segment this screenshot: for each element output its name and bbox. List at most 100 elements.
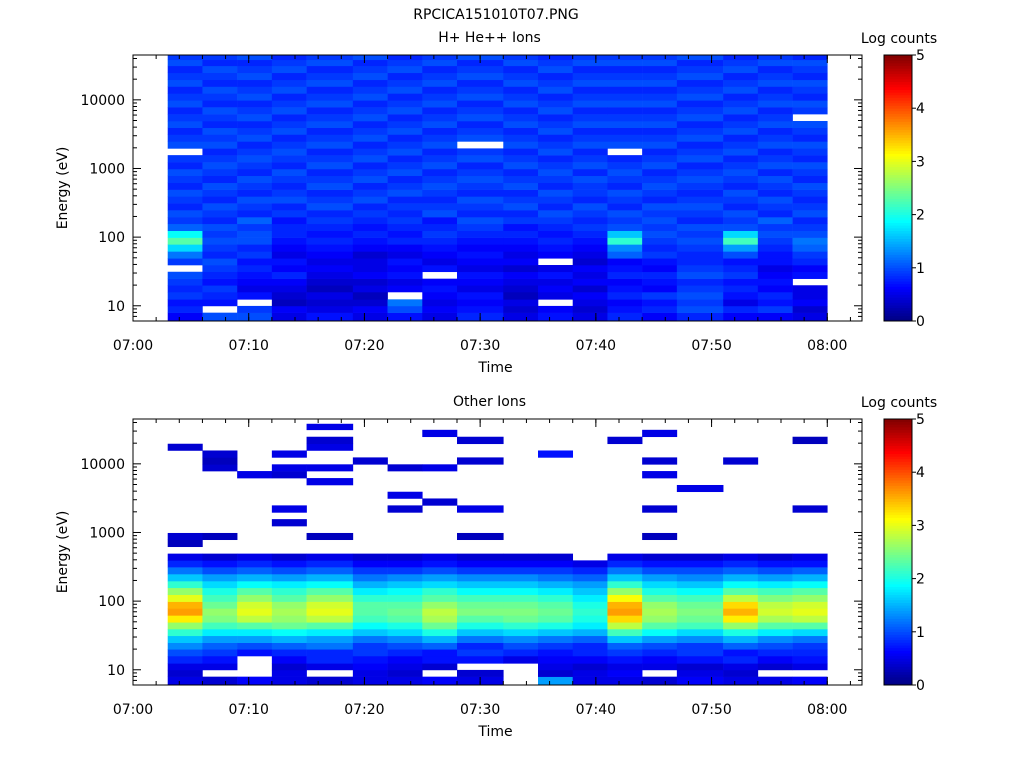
heatmap-cell [503, 93, 539, 101]
heatmap-cell [676, 265, 724, 273]
heatmap-cell [792, 581, 828, 589]
heatmap-cell [167, 312, 203, 322]
heatmap-cell [642, 114, 678, 122]
heatmap-cell [503, 100, 539, 108]
heatmap-cell [538, 148, 574, 156]
heatmap-cell [167, 155, 203, 163]
heatmap-cell [457, 505, 504, 513]
heatmap-cell [572, 251, 608, 259]
heatmap-cell [642, 429, 678, 438]
heatmap-cell [642, 65, 678, 74]
heatmap-cell [757, 285, 793, 293]
heatmap-cell [271, 553, 307, 561]
heatmap-cell [572, 291, 608, 300]
colorbar-segment [884, 541, 912, 545]
heatmap-cell [572, 587, 608, 595]
colorbar-segment [884, 650, 912, 654]
heatmap-cell [457, 251, 504, 259]
heatmap-cell [271, 676, 307, 686]
colorbar-segment [884, 169, 912, 173]
heatmap-cell [306, 663, 354, 671]
heatmap-cell [757, 567, 793, 575]
colorbar-segment [884, 639, 912, 643]
heatmap-cells [167, 55, 828, 322]
colorbar-segment [884, 302, 912, 306]
heatmap-cell [503, 629, 539, 637]
heatmap-cell [503, 155, 539, 163]
heatmap-cell [352, 203, 388, 211]
heatmap-cell [202, 93, 238, 101]
heatmap-cell [457, 305, 504, 313]
heatmap-cell [167, 65, 203, 74]
heatmap-cell [167, 107, 203, 115]
heatmap-cell [387, 127, 423, 135]
heatmap-cell [306, 642, 354, 650]
heatmap-cell [607, 175, 643, 184]
heatmap-cell [572, 175, 608, 184]
colorbar-segment [884, 278, 912, 282]
colorbar-segment [884, 182, 912, 186]
x-tick-label: 07:00 [113, 338, 153, 354]
colorbar-segment [884, 445, 912, 449]
colorbar-segment [884, 424, 912, 428]
colorbar-segment [884, 440, 912, 444]
heatmap-cell [237, 312, 273, 322]
heatmap-cell [202, 642, 238, 650]
heatmap-cell [572, 642, 608, 650]
heatmap-cell [503, 203, 539, 211]
colorbar-segment [884, 60, 912, 64]
heatmap-cell [723, 100, 759, 108]
heatmap-cell [572, 182, 608, 190]
heatmap-cell [306, 464, 354, 472]
heatmap-cell [503, 305, 539, 313]
heatmap-cell [572, 663, 608, 671]
heatmap-cell [757, 251, 793, 259]
heatmap-cell [642, 72, 678, 81]
heatmap-cell [271, 669, 307, 677]
heatmap-cell [607, 560, 643, 568]
heatmap-cell [757, 141, 793, 149]
heatmap-cell [538, 244, 574, 252]
heatmap-cell [538, 635, 574, 643]
heatmap-cell [757, 168, 793, 177]
colorbar-segment [884, 76, 912, 80]
heatmap-cell [503, 594, 539, 602]
heatmap-cell [306, 175, 354, 184]
heatmap-cell [642, 291, 678, 300]
heatmap-cell [306, 649, 354, 657]
heatmap-cell [503, 278, 539, 286]
heatmap-cell [676, 635, 724, 643]
heatmap-cell [306, 622, 354, 630]
heatmap-cell [167, 567, 203, 575]
colorbar-segment [884, 517, 912, 521]
heatmap-cell [723, 114, 759, 122]
heatmap-cell [572, 629, 608, 637]
heatmap-cell [387, 622, 423, 630]
heatmap-cell [723, 55, 759, 61]
heatmap-cell [457, 635, 504, 643]
heatmap-cell [676, 134, 724, 142]
heatmap-cell [422, 629, 458, 637]
heatmap-cell [757, 55, 793, 61]
heatmap-cell [387, 271, 423, 279]
heatmap-cell [503, 223, 539, 231]
panel-title: H+ He++ Ions [438, 30, 541, 46]
heatmap-cell [202, 299, 238, 307]
heatmap-cell [352, 230, 388, 238]
heatmap-cell [202, 271, 238, 279]
heatmap-cell [271, 622, 307, 630]
heatmap-cell [676, 79, 724, 87]
heatmap-cell [642, 553, 678, 561]
heatmap-cell [202, 203, 238, 211]
heatmap-cell [271, 114, 307, 122]
heatmap-cell [538, 312, 574, 322]
heatmap-cell [237, 148, 273, 156]
colorbar-segment [884, 89, 912, 93]
heatmap-cell [387, 655, 423, 664]
heatmap-cell [352, 93, 388, 101]
heatmap-cell [572, 258, 608, 266]
heatmap-cell [167, 210, 203, 218]
heatmap-cell [757, 196, 793, 204]
y-tick-label: 1000 [89, 161, 125, 177]
